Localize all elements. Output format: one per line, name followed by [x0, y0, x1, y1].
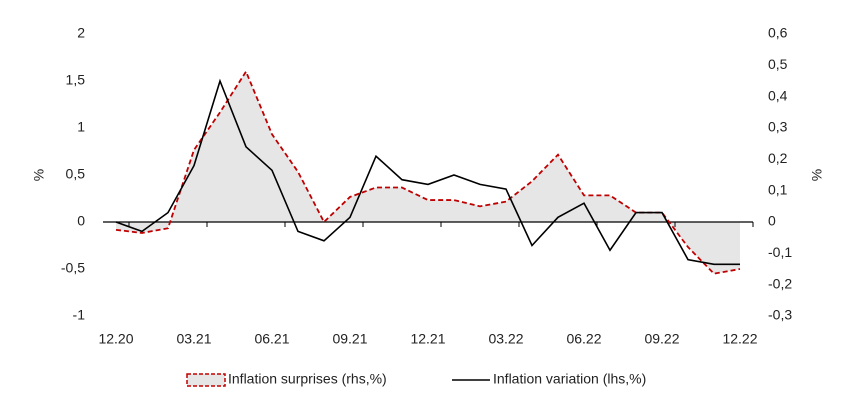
x-tick-label: 12.21	[410, 331, 445, 347]
y2-tick-label: 0,2	[768, 150, 788, 166]
y-tick-label: 1,5	[66, 72, 86, 88]
legend-swatch	[186, 373, 226, 387]
y-tick-label: 0	[77, 213, 85, 229]
y2-tick-label: -0,2	[768, 275, 792, 291]
legend-label: Inflation surprises (rhs,%)	[228, 371, 387, 387]
y-tick-label: -0,5	[61, 260, 85, 276]
y2-axis-label: %	[809, 169, 825, 181]
x-tick-label: 03.22	[488, 331, 523, 347]
y2-tick-label: 0	[768, 213, 776, 229]
y-tick-label: 1	[77, 119, 85, 135]
y2-tick-label: -0,3	[768, 307, 792, 323]
y-axis-label: %	[31, 169, 47, 181]
x-tick-label: 03.21	[176, 331, 211, 347]
x-tick-label: 12.20	[98, 331, 133, 347]
y-tick-label: -1	[73, 307, 86, 323]
x-tick-label: 12.22	[722, 331, 757, 347]
series-line	[115, 78, 740, 266]
y-tick-label: 0,5	[66, 166, 86, 182]
y2-tick-label: 0,1	[768, 181, 788, 197]
legend-label: Inflation variation (lhs,%)	[493, 371, 646, 387]
y2-tick-label: 0,3	[768, 119, 788, 135]
y2-tick-label: 0,6	[768, 25, 788, 41]
x-tick-label: 09.21	[332, 331, 367, 347]
x-tick-label: 06.21	[254, 331, 289, 347]
y2-tick-label: 0,5	[768, 56, 788, 72]
y2-tick-label: 0,4	[768, 87, 788, 103]
y2-tick-label: -0,1	[768, 244, 792, 260]
y-tick-label: 2	[77, 25, 85, 41]
area	[116, 71, 740, 274]
x-tick-label: 06.22	[566, 331, 601, 347]
x-tick-label: 09.22	[644, 331, 679, 347]
